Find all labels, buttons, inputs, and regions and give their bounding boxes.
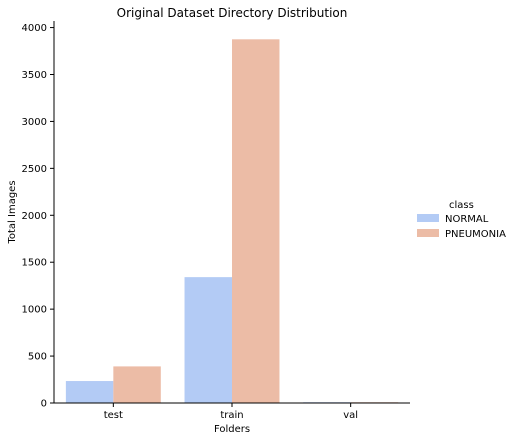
- legend-label-pneumonia: PNEUMONIA: [445, 229, 506, 240]
- y-tick-label: 2000: [22, 211, 47, 222]
- legend-swatch-pneumonia: [417, 229, 439, 237]
- bar-train-normal: [184, 277, 232, 403]
- y-axis-ticks: 0 500 1000 1500 2000 2500 3000 3500 4000: [22, 23, 54, 410]
- bar-test-normal: [65, 381, 114, 403]
- legend-swatch-normal: [417, 214, 439, 222]
- y-tick-label: 2500: [22, 164, 47, 175]
- legend: class NORMAL PNEUMONIA: [417, 200, 506, 240]
- x-tick-label-val: val: [343, 410, 358, 421]
- y-tick-label: 1000: [22, 305, 47, 316]
- y-tick-label: 3000: [22, 117, 47, 128]
- y-tick-label: 500: [28, 352, 47, 363]
- x-axis-ticks: test train val: [104, 403, 358, 421]
- y-tick-label: 4000: [22, 23, 47, 34]
- legend-title: class: [449, 200, 474, 211]
- bars-group: [65, 39, 399, 403]
- bar-train-pneumonia: [232, 39, 280, 403]
- bar-test-pneumonia: [113, 366, 161, 403]
- x-axis-label: Folders: [214, 424, 250, 435]
- y-tick-label: 0: [41, 399, 47, 410]
- x-tick-label-test: test: [104, 410, 123, 421]
- x-tick-label-train: train: [220, 410, 243, 421]
- y-tick-label: 1500: [22, 258, 47, 269]
- y-axis-label: Total Images: [7, 180, 18, 244]
- y-tick-label: 3500: [22, 70, 47, 81]
- legend-label-normal: NORMAL: [445, 214, 489, 225]
- legend-items: NORMAL PNEUMONIA: [417, 214, 506, 240]
- chart-title: Original Dataset Directory Distribution: [117, 6, 348, 20]
